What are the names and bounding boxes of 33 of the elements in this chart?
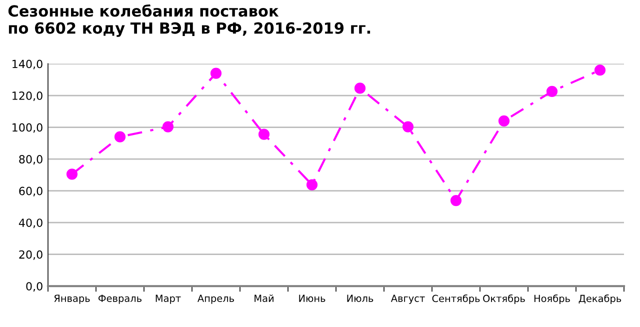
- y-tick-label: 0,0: [26, 282, 42, 292]
- chart-title: Сезонные колебания поставок по 6602 коду ТН ВЭД в РФ, 2016-2019 гг.: [8, 4, 370, 37]
- x-tick-label: Февраль: [98, 294, 142, 304]
- x-tick-label: Июль: [347, 294, 374, 302]
- point: [354, 82, 366, 94]
- x-tick-label: Декабрь: [578, 294, 622, 304]
- point: [450, 194, 462, 206]
- point: [66, 168, 78, 180]
- x-tick-label: Август: [390, 294, 425, 304]
- y-tick-label: 140,0: [12, 60, 42, 70]
- x-tick-label: Июнь: [299, 294, 326, 302]
- point: [306, 179, 318, 190]
- y-tick-label: 120,0: [12, 92, 42, 102]
- x-tick-label: Сентябрь: [432, 294, 480, 304]
- x-tick-label: Март: [156, 294, 181, 304]
- x-tick-label: Май: [254, 294, 274, 302]
- x-tick-label: Апрель: [198, 294, 234, 304]
- y-tick-label: 100,0: [12, 123, 42, 133]
- x-tick-label: Ноябрь: [534, 294, 570, 304]
- point: [498, 115, 510, 126]
- y-tick-label: 40,0: [18, 218, 42, 228]
- x-tick-label: Октябрь: [483, 294, 525, 304]
- point: [546, 86, 558, 97]
- y-tick-label: 60,0: [19, 186, 42, 196]
- point: [594, 64, 606, 76]
- point: [402, 121, 414, 132]
- y-tick-label: 20,0: [19, 250, 42, 260]
- y-tick-label: 80,0: [19, 155, 42, 165]
- point: [162, 121, 174, 132]
- point: [258, 128, 270, 140]
- point: [210, 68, 222, 79]
- point: [114, 131, 126, 142]
- x-tick-label: Январь: [54, 294, 90, 304]
